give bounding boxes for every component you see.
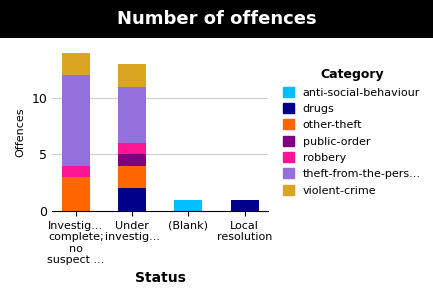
Bar xyxy=(118,154,146,166)
X-axis label: Status: Status xyxy=(135,271,186,285)
Bar xyxy=(118,143,146,154)
Bar xyxy=(118,188,146,211)
Bar xyxy=(62,75,90,166)
Text: Number of offences: Number of offences xyxy=(116,10,317,28)
Bar xyxy=(118,166,146,188)
Bar xyxy=(230,200,259,211)
Bar xyxy=(118,87,146,143)
Y-axis label: Offences: Offences xyxy=(16,107,26,156)
Bar xyxy=(62,177,90,211)
Bar xyxy=(62,166,90,177)
Bar xyxy=(62,53,90,75)
Bar xyxy=(174,200,202,211)
Bar xyxy=(118,64,146,87)
Legend: anti-social-behaviour, drugs, other-theft, public-order, robbery, theft-from-the: anti-social-behaviour, drugs, other-thef… xyxy=(278,64,425,200)
